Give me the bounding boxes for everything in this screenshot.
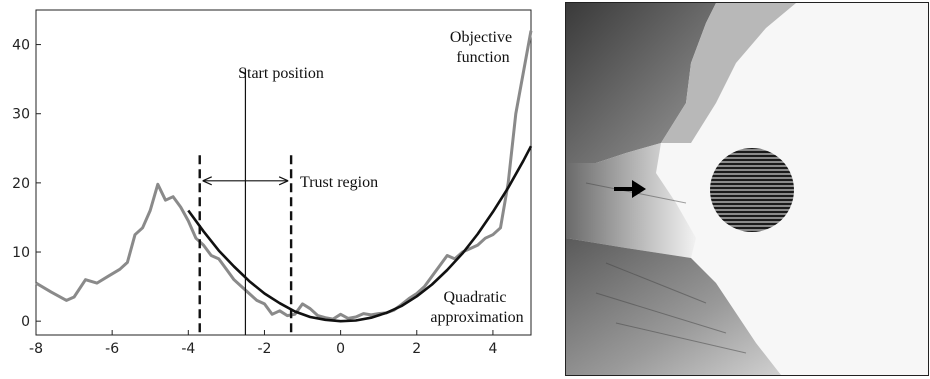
trust-region-arrow-right-head: [278, 176, 289, 186]
annotation-objective-line-1: Objective: [450, 29, 512, 46]
y-tick-label: 10: [12, 245, 30, 261]
plot-axes: [35, 9, 532, 336]
y-tick-label: 0: [21, 314, 30, 330]
annotation-quadratic-line-2: approximation: [430, 309, 523, 326]
arrow-head-icon: [632, 180, 646, 198]
series-line-quadratic-approximation: [187, 145, 533, 323]
trust-region-arrow-left-head: [202, 176, 212, 186]
annotation-trust-region: Trust region: [300, 174, 378, 191]
markers-layer: [198, 68, 293, 335]
y-axis-ticks: 0 10 20 30 40: [12, 38, 41, 330]
depth-region-left: [566, 143, 696, 258]
depth-region-top-right: [661, 3, 796, 143]
annotation-objective-function: Objective function: [450, 29, 516, 66]
y-tick-label: 20: [12, 176, 30, 192]
series-line-objective-function: [35, 30, 533, 321]
depth-image: [566, 3, 928, 375]
trust-region-chart: -8 -6 -4 -2 0 2 4 0 10 20 30 40 Start position Tru…: [12, 9, 533, 357]
depth-image-panel: [565, 2, 929, 376]
series-layer: [35, 30, 533, 323]
striped-sphere: [710, 148, 794, 232]
annotation-start-position: Start position: [238, 65, 324, 82]
depth-region-bottom: [566, 238, 781, 375]
x-tick-label: -6: [105, 341, 119, 357]
annotation-quadratic-line-1: Quadratic: [443, 289, 506, 306]
depth-region-top: [566, 3, 716, 163]
plot-frame: [35, 9, 532, 336]
x-axis-ticks: -8 -6 -4 -2 0 2 4: [29, 330, 497, 357]
x-tick-label: 0: [336, 341, 345, 357]
x-tick-label: 4: [488, 341, 497, 357]
x-tick-label: -8: [29, 341, 43, 357]
x-tick-label: -2: [257, 341, 271, 357]
annotation-objective-line-2: function: [456, 49, 509, 66]
x-tick-label: 2: [412, 341, 421, 357]
y-tick-label: 30: [12, 107, 30, 123]
annotation-quadratic-approximation: Quadratic approximation: [430, 289, 523, 326]
y-tick-label: 40: [12, 38, 30, 54]
x-tick-label: -4: [181, 341, 195, 357]
